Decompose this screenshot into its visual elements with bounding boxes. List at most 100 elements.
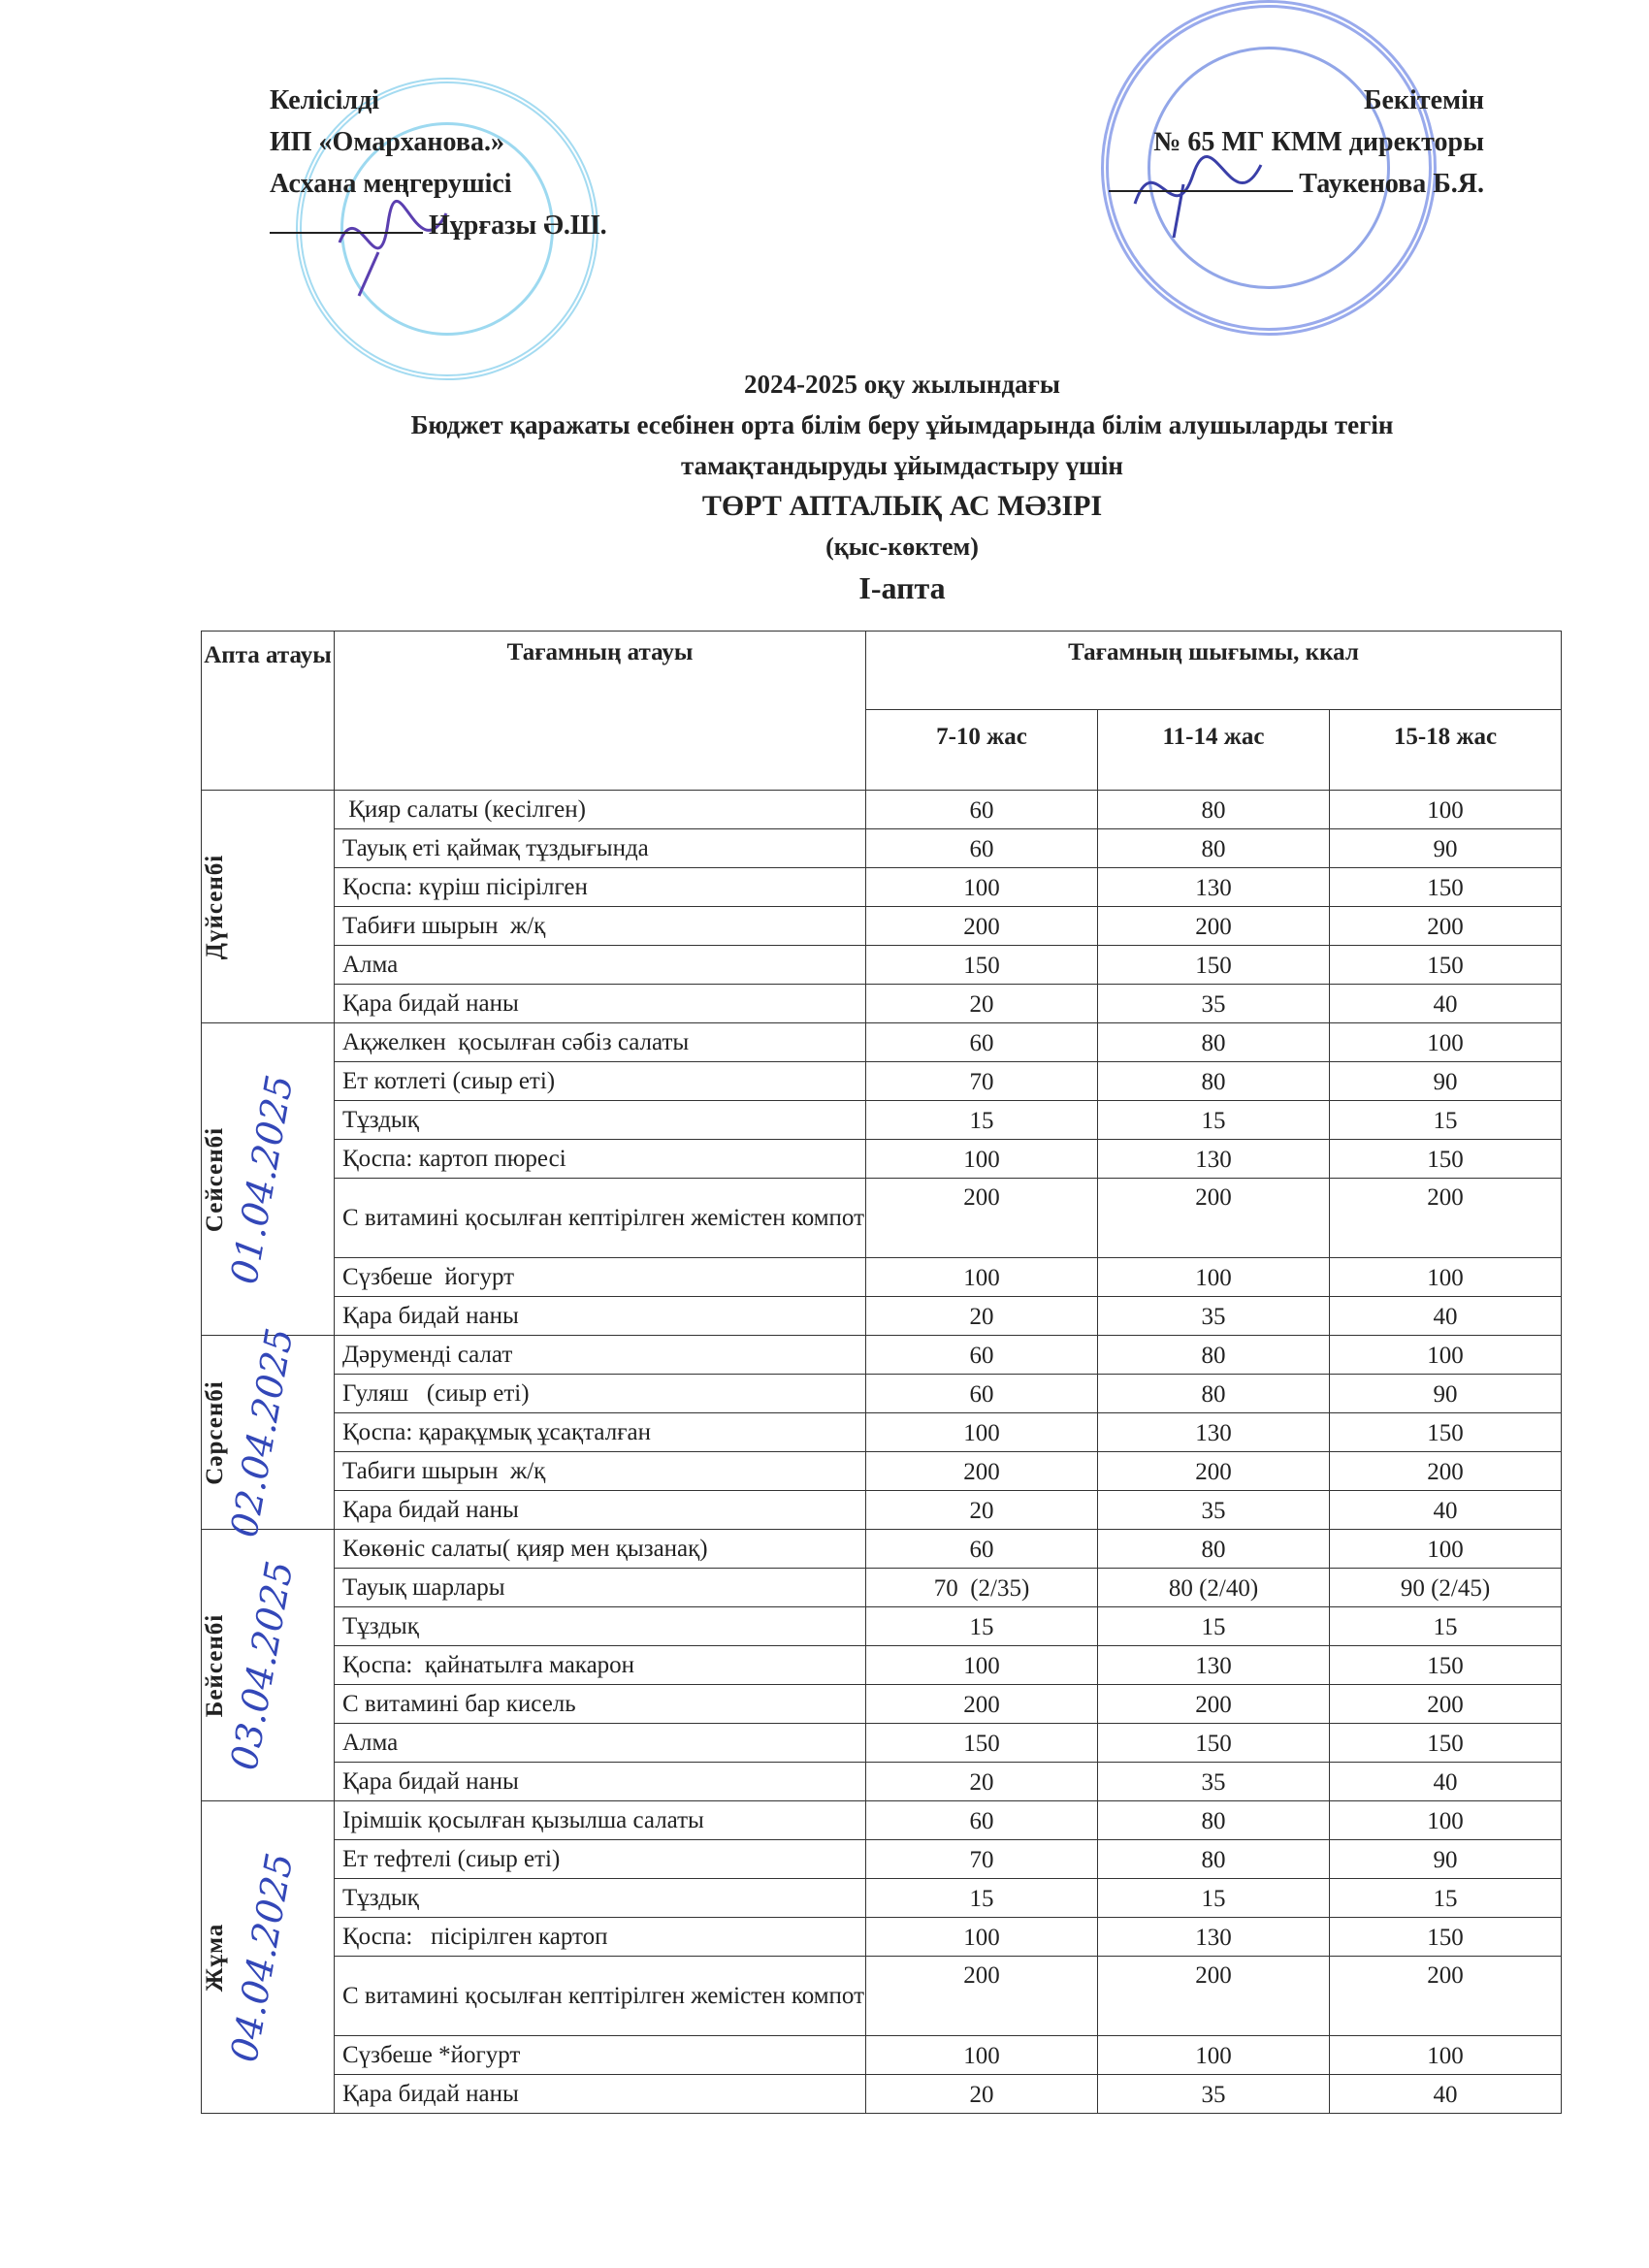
table-row: Сейсенбі 01.04.2025 Ақжелкен қосылған сәбі… [201,1022,1562,1336]
kcal-value: 90 [1329,828,1562,868]
kcal-value: 80 [1097,1374,1330,1413]
table-row: Қара бидай наны 20 35 40 [202,2074,1562,2114]
kcal-value: 15 [865,1606,1098,1646]
table-row: Ет котлеті (сиыр еті) 70 80 90 [202,1061,1562,1101]
dish-name: Қара бидай наны [334,1762,866,1801]
kcal-value: 150 [865,945,1098,985]
kcal-value: 90 (2/45) [1329,1568,1562,1607]
dish-name: Табиги шырын ж/қ [334,1451,866,1491]
dish-name: С витамині қосылған кептірілген жемістен… [334,1956,866,2036]
table-row: Тұздық 15 15 15 [202,1100,1562,1140]
dish-name: Сүзбеше *йогурт [334,2035,866,2075]
dish-name: Ақжелкен қосылған сәбіз салаты [334,1022,866,1062]
kcal-value: 100 [1329,2035,1562,2075]
kcal-value: 150 [1329,1139,1562,1179]
kcal-value: 15 [1329,1878,1562,1918]
kcal-value: 40 [1329,984,1562,1023]
approval-left-position: Асхана меңгерушісі [270,169,512,199]
table-row: Тауық шарлары 70 (2/35) 80 (2/40) 90 (2/45) [202,1568,1562,1607]
kcal-value: 15 [1097,1100,1330,1140]
approval-right: Бекітемін № 65 МГ КММ директоры Таукенов… [1109,80,1484,205]
kcal-value: 200 [1097,1451,1330,1491]
kcal-value: 15 [1097,1878,1330,1918]
day-cell: Сәрсенбі 02.04.2025 [201,1324,335,1540]
table-row: Қоспа: картоп пюресі 100 130 150 [202,1139,1562,1179]
kcal-value: 80 [1097,790,1330,829]
kcal-value: 100 [1097,2035,1330,2075]
kcal-value: 15 [1329,1606,1562,1646]
kcal-value: 200 [1097,1684,1330,1724]
kcal-value: 100 [865,1645,1098,1685]
kcal-value: 200 [1097,1178,1330,1258]
kcal-value: 100 [865,1412,1098,1452]
table-row: Жұма 04.04.2025 Ірімшік қосылған қызылша с… [201,1800,1562,2114]
kcal-value: 100 [865,1257,1098,1297]
table-row: Бейсенбі 03.04.2025 Көкөніс салаты( қияр м… [201,1529,1562,1801]
handwritten-date: 03.04.2025 [222,1557,302,1773]
table-row: Табиги шырын ж/қ 200 200 200 [202,1451,1562,1491]
dish-name: Қияр салаты (кесілген) [334,790,866,829]
kcal-value: 60 [865,1335,1098,1375]
table-row: Гуляш (сиыр еті) 60 80 90 [202,1374,1562,1413]
kcal-value: 70 [865,1839,1098,1879]
approval-right-label: Бекітемін [1363,85,1484,115]
approval-left-label: Келісілді [270,85,380,115]
dish-name: Қара бидай наны [334,2074,866,2114]
table-row: Тұздық 15 15 15 [202,1606,1562,1646]
kcal-value: 150 [1097,945,1330,985]
document-title: 2024-2025 оқу жылындағы Бюджет қаражаты … [0,364,1649,608]
header-kcal: Тағамның шығымы, ккал [865,631,1562,710]
kcal-value: 40 [1329,1762,1562,1801]
kcal-value: 100 [1329,1335,1562,1375]
kcal-value: 200 [1329,1684,1562,1724]
kcal-value: 200 [1329,906,1562,946]
dish-name: Қоспа: пісірілген картоп [334,1917,866,1957]
title-season: (қыс-көктем) [825,533,979,561]
header-day: Апта атауы [201,631,335,791]
kcal-value: 100 [1329,1529,1562,1569]
kcal-value: 100 [865,2035,1098,2075]
table-row: Қара бидай наны 20 35 40 [202,1296,1562,1336]
table-row: Қоспа: пісірілген картоп 100 130 150 [202,1917,1562,1957]
handwritten-date: 02.04.2025 [222,1324,302,1540]
day-cell: Бейсенбі 03.04.2025 [201,1529,335,1801]
table-row: Қара бидай наны 20 35 40 [202,1762,1562,1801]
table-row: С витамині бар кисель 200 200 200 [202,1684,1562,1724]
table-row: Алма 150 150 150 [202,1723,1562,1763]
kcal-value: 35 [1097,1762,1330,1801]
kcal-value: 15 [865,1100,1098,1140]
table-row: Қара бидай наны 20 35 40 [202,984,1562,1023]
kcal-value: 70 (2/35) [865,1568,1098,1607]
kcal-value: 200 [1097,1956,1330,2036]
title-line-2: Бюджет қаражаты есебінен орта білім беру… [410,410,1394,439]
kcal-value: 200 [865,1451,1098,1491]
table-row: Сүзбеше *йогурт 100 100 100 [202,2035,1562,2075]
kcal-value: 60 [865,828,1098,868]
kcal-value: 80 [1097,1839,1330,1879]
kcal-value: 200 [1329,1451,1562,1491]
kcal-value: 60 [865,1529,1098,1569]
table-row: С витамині қосылған кептірілген жемістен… [202,1178,1562,1258]
table-row: Алма 150 150 150 [202,945,1562,985]
dish-name: Ет котлеті (сиыр еті) [334,1061,866,1101]
signature-line [270,232,423,234]
kcal-value: 20 [865,2074,1098,2114]
dish-name: Ірімшік қосылған қызылша салаты [334,1800,866,1840]
dish-name: Тұздық [334,1100,866,1140]
title-line-3: тамақтандыруды ұйымдастыру үшін [681,451,1123,480]
kcal-value: 80 (2/40) [1097,1568,1330,1607]
kcal-value: 150 [1097,1723,1330,1763]
menu-table: Апта атауы Тағамның атауы Тағамның шығым… [201,631,1562,2114]
table-row: Тауық еті қаймақ тұздығында 60 80 90 [202,828,1562,868]
kcal-value: 20 [865,1490,1098,1530]
kcal-value: 80 [1097,828,1330,868]
kcal-value: 150 [1329,1917,1562,1957]
kcal-value: 20 [865,984,1098,1023]
kcal-value: 100 [865,867,1098,907]
dish-name: Тауық шарлары [334,1568,866,1607]
kcal-value: 90 [1329,1839,1562,1879]
kcal-value: 35 [1097,2074,1330,2114]
kcal-value: 20 [865,1762,1098,1801]
kcal-value: 150 [1329,1645,1562,1685]
dish-name: Ет тефтелі (сиыр еті) [334,1839,866,1879]
